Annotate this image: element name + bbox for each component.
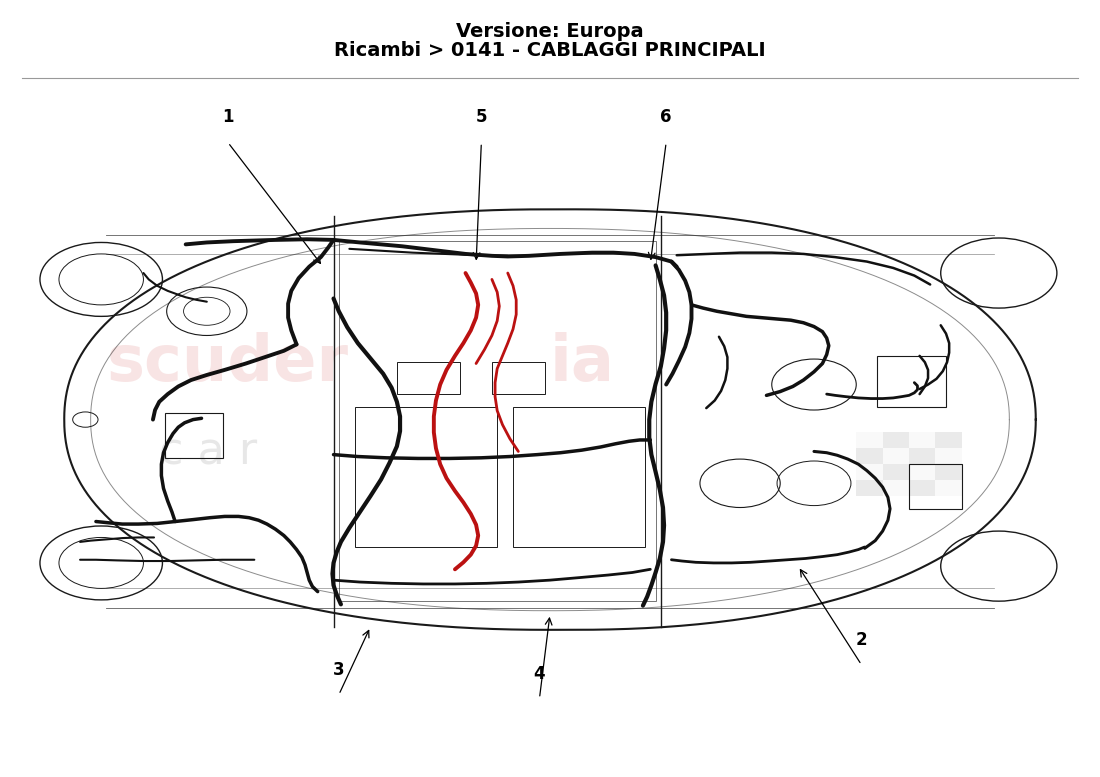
Bar: [513, 407, 645, 547]
Bar: [856, 448, 882, 464]
Text: 2: 2: [856, 631, 867, 649]
Bar: [882, 432, 909, 448]
Text: c a r: c a r: [160, 430, 257, 473]
Bar: [909, 464, 961, 509]
Bar: [935, 464, 961, 480]
Text: scuder: scuder: [107, 333, 349, 395]
Bar: [935, 432, 961, 448]
Text: 4: 4: [534, 664, 546, 683]
Bar: [935, 448, 961, 464]
Text: 5: 5: [475, 109, 487, 127]
Bar: [882, 448, 909, 464]
Bar: [882, 464, 909, 480]
Text: Versione: Europa: Versione: Europa: [456, 22, 644, 40]
Bar: [882, 480, 909, 496]
Bar: [165, 413, 222, 458]
Bar: [909, 480, 935, 496]
Bar: [492, 362, 544, 394]
Bar: [909, 432, 935, 448]
Text: 3: 3: [333, 661, 344, 679]
Bar: [878, 356, 946, 407]
Bar: [909, 464, 935, 480]
Bar: [856, 480, 882, 496]
Text: 1: 1: [222, 109, 233, 127]
Text: 6: 6: [660, 109, 672, 127]
Bar: [856, 432, 882, 448]
Bar: [909, 448, 935, 464]
Bar: [339, 241, 656, 601]
Bar: [935, 480, 961, 496]
Bar: [856, 464, 882, 480]
Bar: [397, 362, 460, 394]
Bar: [354, 407, 497, 547]
Text: Ricambi > 0141 - CABLAGGI PRINCIPALI: Ricambi > 0141 - CABLAGGI PRINCIPALI: [334, 41, 766, 60]
Text: ia: ia: [550, 333, 615, 395]
